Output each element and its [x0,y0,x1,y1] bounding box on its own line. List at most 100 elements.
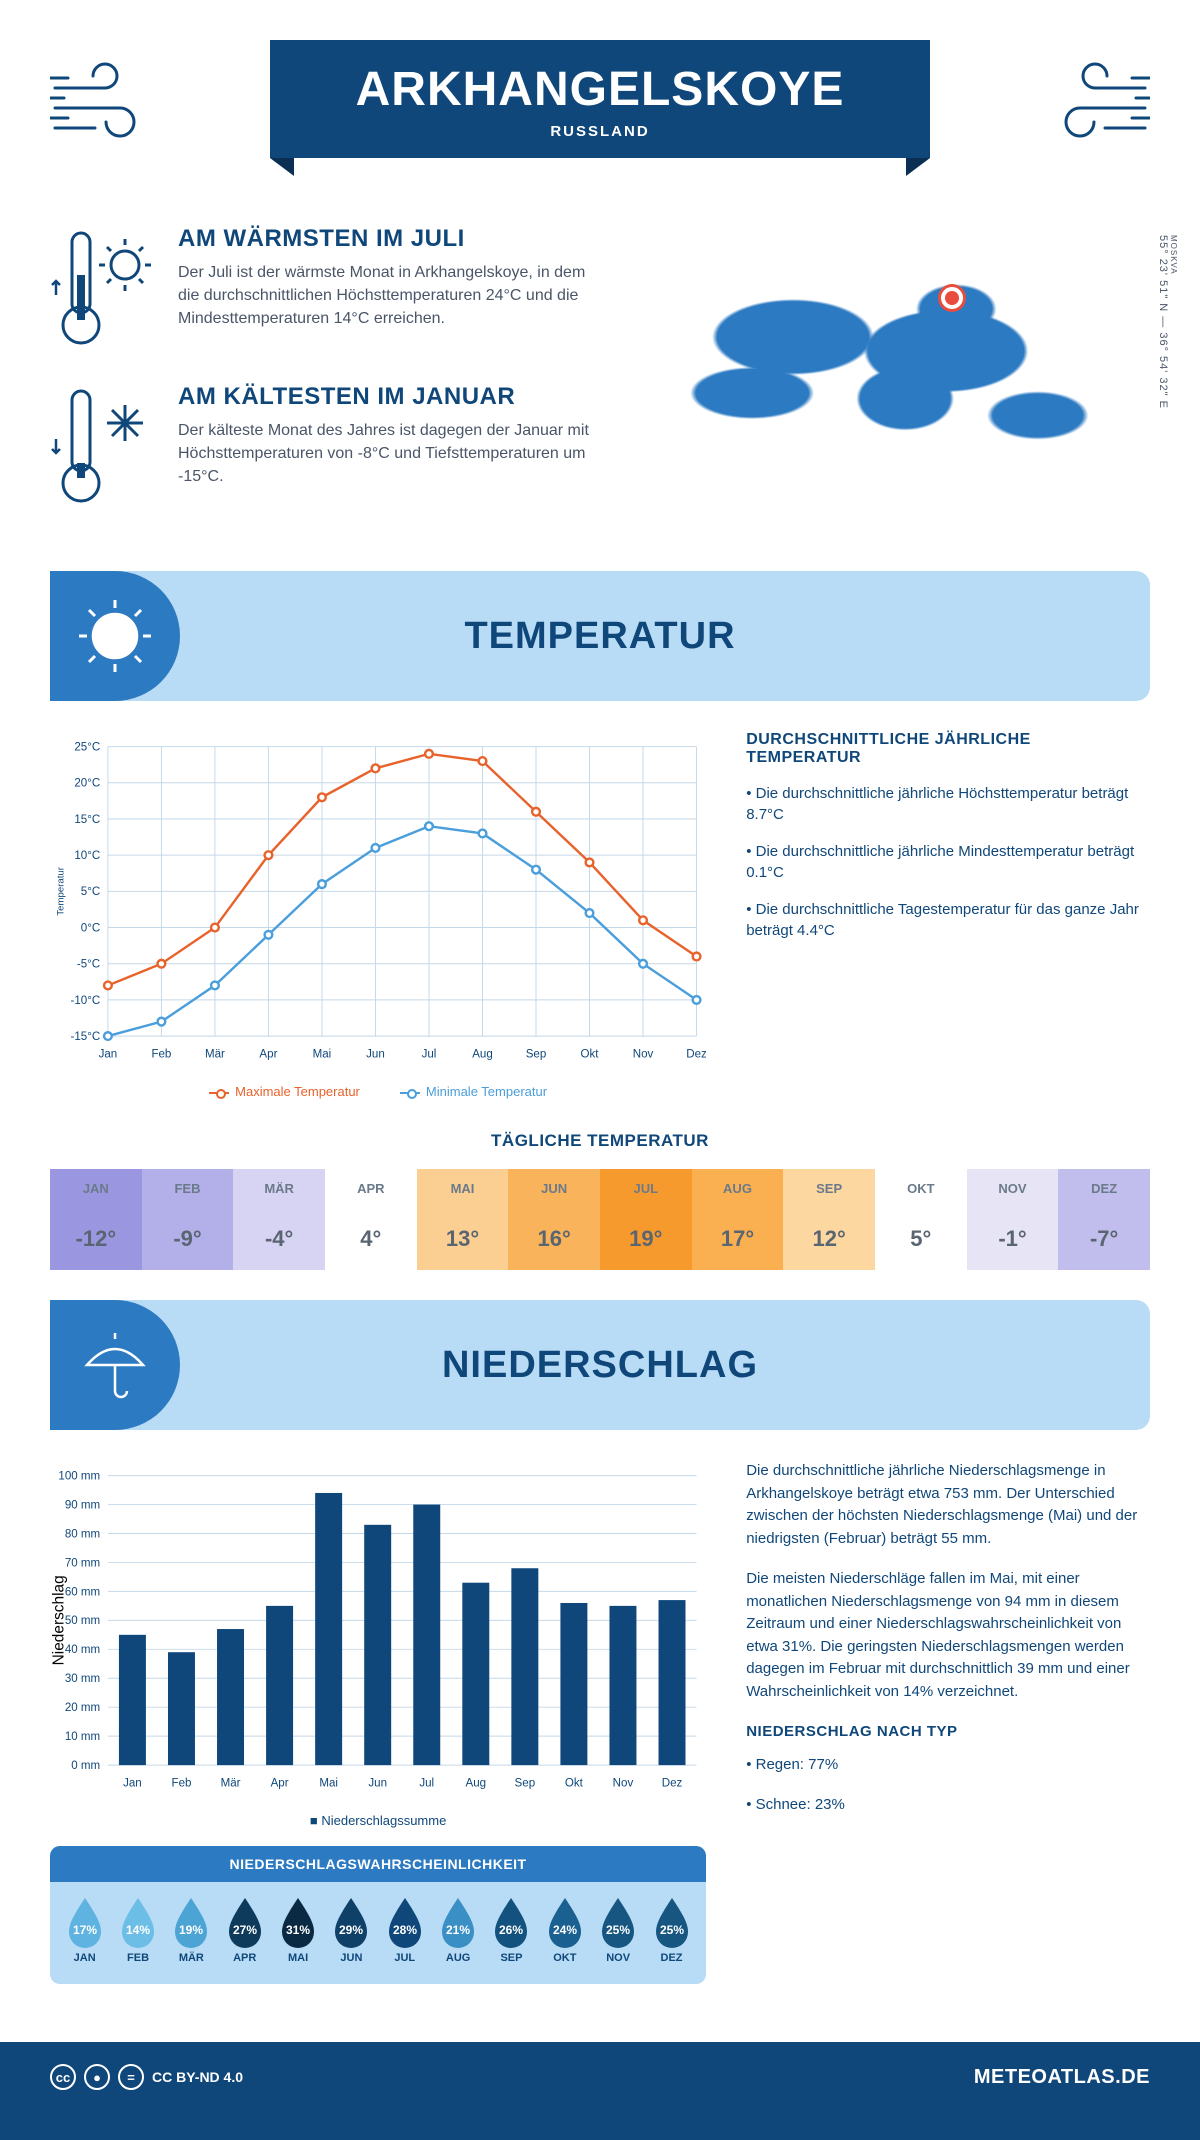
svg-text:Apr: Apr [271,1777,289,1789]
svg-text:Sep: Sep [526,1048,547,1060]
wind-icon-left [50,58,170,148]
probability-drop: 25% DEZ [647,1896,696,1964]
precip-body-1: Die durchschnittliche jährliche Niedersc… [746,1460,1150,1550]
temperature-line-chart: -15°C-10°C-5°C0°C5°C10°C15°C20°C25°CJanF… [50,731,706,1071]
temperature-banner: TEMPERATUR [50,571,1150,701]
warmest-block: AM WÄRMSTEN IM JULI Der Juli ist der wär… [50,225,610,355]
svg-text:Jan: Jan [123,1777,142,1789]
svg-text:Aug: Aug [466,1777,487,1789]
svg-text:80 mm: 80 mm [65,1528,100,1540]
coordinates: MOSKVA 55° 23' 51" N — 36° 54' 32" E [1157,235,1178,409]
probability-box: NIEDERSCHLAGSWAHRSCHEINLICHKEIT 17% JAN … [50,1846,706,1984]
svg-text:Apr: Apr [259,1048,277,1060]
svg-text:31%: 31% [286,1923,310,1937]
temperature-info: DURCHSCHNITTLICHE JÄHRLICHE TEMPERATUR •… [746,731,1150,1099]
svg-text:24%: 24% [553,1923,577,1937]
daily-cell: JUL 19° [600,1169,692,1270]
daily-cell: MAI 13° [417,1169,509,1270]
svg-text:26%: 26% [499,1923,523,1937]
svg-text:Sep: Sep [515,1777,536,1789]
license-label: CC BY-ND 4.0 [152,2069,243,2085]
location-country: RUSSLAND [270,123,930,140]
world-map [640,225,1150,505]
infographic-page: ARKHANGELSKOYE RUSSLAND [0,0,1200,2112]
precip-banner: NIEDERSCHLAG [50,1300,1150,1430]
daily-cell: NOV -1° [967,1169,1059,1270]
wind-icon-right [1030,58,1150,148]
thermometer-cold-icon [50,383,160,513]
svg-text:Jun: Jun [366,1048,385,1060]
license: cc ● = CC BY-ND 4.0 [50,2064,243,2090]
svg-text:Jul: Jul [419,1777,434,1789]
warmest-title: AM WÄRMSTEN IM JULI [178,225,610,253]
svg-text:70 mm: 70 mm [65,1557,100,1569]
svg-text:Feb: Feb [151,1048,171,1060]
umbrella-icon [75,1325,155,1405]
precip-legend: ■ Niederschlagssumme [50,1813,706,1828]
header: ARKHANGELSKOYE RUSSLAND [50,40,1150,205]
probability-drop: 31% MAI [273,1896,322,1964]
svg-text:0 mm: 0 mm [71,1760,100,1772]
svg-text:10°C: 10°C [74,850,100,862]
location-title: ARKHANGELSKOYE [270,62,930,117]
svg-text:20 mm: 20 mm [65,1702,100,1714]
daily-temp-title: TÄGLICHE TEMPERATUR [50,1131,1150,1151]
svg-text:Okt: Okt [581,1048,600,1060]
svg-text:60 mm: 60 mm [65,1586,100,1598]
svg-text:28%: 28% [393,1923,417,1937]
map-pin-icon [941,287,963,309]
svg-text:Mai: Mai [319,1777,338,1789]
probability-drop: 28% JUL [380,1896,429,1964]
svg-text:27%: 27% [233,1923,257,1937]
coldest-block: AM KÄLTESTEN IM JANUAR Der kälteste Mona… [50,383,610,513]
temperature-title: TEMPERATUR [464,615,735,658]
probability-drop: 25% NOV [593,1896,642,1964]
svg-text:25°C: 25°C [74,741,100,753]
daily-cell: DEZ -7° [1058,1169,1150,1270]
svg-text:Niederschlag: Niederschlag [51,1575,68,1665]
svg-text:90 mm: 90 mm [65,1499,100,1511]
probability-drop: 24% OKT [540,1896,589,1964]
probability-drop: 26% SEP [487,1896,536,1964]
warmest-body: Der Juli ist der wärmste Monat in Arkhan… [178,261,610,331]
coldest-body: Der kälteste Monat des Jahres ist dagege… [178,419,610,489]
precip-title: NIEDERSCHLAG [442,1344,758,1387]
temp-info-1: • Die durchschnittliche jährliche Höchst… [746,783,1150,825]
svg-text:-10°C: -10°C [70,995,100,1007]
svg-text:Okt: Okt [565,1777,584,1789]
svg-text:29%: 29% [339,1923,363,1937]
svg-text:Mai: Mai [313,1048,332,1060]
legend-min-label: Minimale Temperatur [426,1084,547,1099]
daily-cell: JAN -12° [50,1169,142,1270]
temp-info-title: DURCHSCHNITTLICHE JÄHRLICHE TEMPERATUR [746,731,1150,767]
temp-info-3: • Die durchschnittliche Tagestemperatur … [746,899,1150,941]
svg-text:25%: 25% [606,1923,630,1937]
svg-text:25%: 25% [659,1923,683,1937]
probability-drop: 19% MÄR [167,1896,216,1964]
svg-text:Dez: Dez [686,1048,706,1060]
svg-text:19%: 19% [179,1923,203,1937]
coldest-title: AM KÄLTESTEN IM JANUAR [178,383,610,411]
svg-text:Dez: Dez [662,1777,683,1789]
svg-text:Jun: Jun [368,1777,387,1789]
daily-cell: OKT 5° [875,1169,967,1270]
sun-icon [75,596,155,676]
svg-text:17%: 17% [73,1923,97,1937]
legend-max-label: Maximale Temperatur [235,1084,360,1099]
probability-drop: 17% JAN [60,1896,109,1964]
precip-legend-label: Niederschlagssumme [321,1813,446,1828]
precip-info: Die durchschnittliche jährliche Niedersc… [746,1460,1150,2002]
nd-icon: = [118,2064,144,2090]
daily-cell: SEP 12° [783,1169,875,1270]
svg-text:-15°C: -15°C [70,1031,100,1043]
probability-drop: 29% JUN [327,1896,376,1964]
svg-text:0°C: 0°C [81,922,100,934]
precip-type-1: • Regen: 77% [746,1754,1150,1777]
svg-text:40 mm: 40 mm [65,1644,100,1656]
brand: METEOATLAS.DE [974,2066,1150,2089]
daily-cell: AUG 17° [692,1169,784,1270]
temperature-section: -15°C-10°C-5°C0°C5°C10°C15°C20°C25°CJanF… [50,731,1150,1099]
svg-text:Jan: Jan [99,1048,118,1060]
svg-text:Mär: Mär [221,1777,241,1789]
title-banner: ARKHANGELSKOYE RUSSLAND [270,40,930,158]
